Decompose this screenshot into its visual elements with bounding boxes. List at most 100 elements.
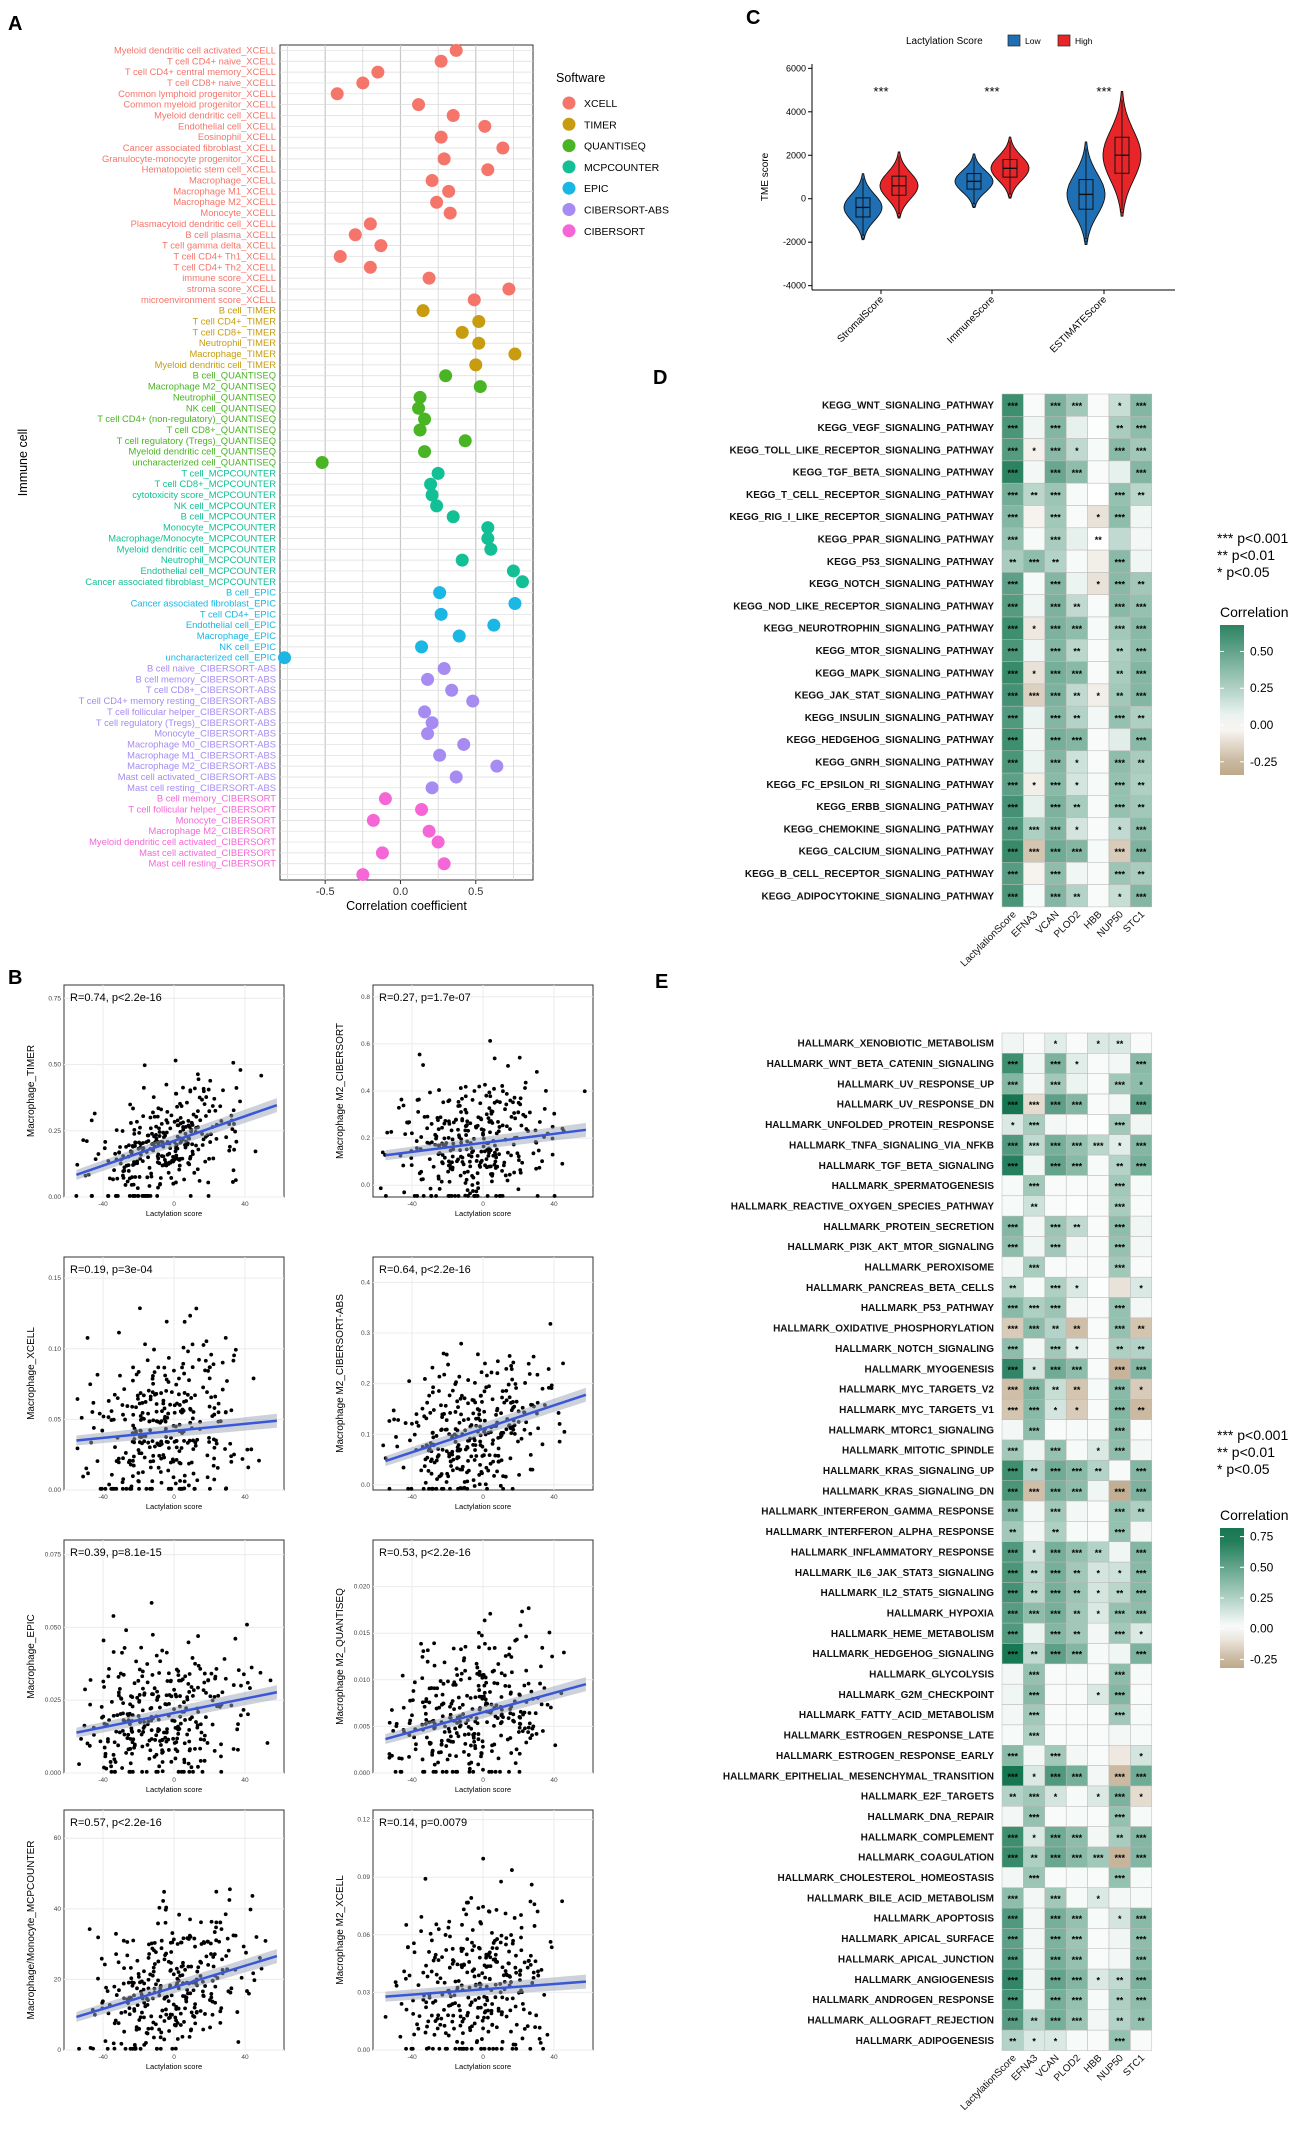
data-point [515, 1151, 520, 1156]
x-tick-label: 0 [481, 1494, 485, 1501]
data-point [425, 1126, 430, 1131]
data-point [466, 1732, 471, 1737]
data-point [106, 1737, 110, 1741]
data-point [127, 2012, 132, 2017]
data-point [128, 1966, 133, 1970]
point [412, 401, 426, 415]
data-point [128, 1761, 133, 1766]
data-point [464, 1900, 469, 1905]
data-point [187, 1933, 192, 1938]
data-point [426, 1469, 431, 1473]
row-label: HALLMARK_MTORC1_SIGNALING [829, 1425, 995, 1436]
data-point [456, 1405, 460, 1410]
data-point [136, 1974, 141, 1979]
point [278, 651, 292, 665]
data-point [191, 1447, 196, 1452]
data-point [118, 1712, 123, 1716]
data-point [440, 1447, 445, 1452]
y-axis-label: Immune cell [16, 429, 30, 496]
data-point [149, 1600, 154, 1605]
data-point [126, 1747, 131, 1752]
data-point [432, 1663, 437, 1668]
panel-label-b: B [8, 967, 22, 989]
data-point [489, 1111, 494, 1116]
data-point [163, 1373, 168, 1378]
data-point [193, 1944, 197, 1949]
data-point [150, 1692, 155, 1697]
data-point [459, 1412, 463, 1417]
cell-significance: *** [1007, 1100, 1018, 1110]
data-point [498, 1769, 502, 1774]
data-point [126, 1980, 131, 1985]
data-point [160, 1750, 165, 1755]
cell-significance: * [1032, 669, 1036, 679]
y-tick-label: Macrophage M2_CIBERSORT [149, 825, 277, 836]
data-point [201, 1993, 206, 1998]
data-point [457, 2046, 462, 2051]
row-label: KEGG_MTOR_SIGNALING_PATHWAY [815, 646, 994, 657]
row-label: HALLMARK_NOTCH_SIGNALING [835, 1344, 994, 1355]
data-point [188, 2028, 193, 2033]
heatmap-cell [1044, 1806, 1067, 1827]
point [437, 662, 451, 676]
heatmap-cell [1065, 1073, 1088, 1095]
data-point [192, 1170, 197, 1175]
data-point [170, 1457, 175, 1462]
data-point [164, 1905, 169, 1910]
data-point [193, 1747, 197, 1751]
cell-significance: *** [1007, 602, 1018, 612]
cell-significance: *** [1029, 1731, 1040, 1741]
cell-significance: *** [1072, 847, 1083, 857]
data-point [214, 1441, 219, 1446]
heatmap-cell [1087, 1073, 1110, 1095]
data-point [161, 1453, 166, 1457]
data-point [406, 1120, 411, 1125]
data-point [135, 1186, 140, 1191]
row-label: HALLMARK_REACTIVE_OXYGEN_SPECIES_PATHWAY [731, 1201, 995, 1212]
row-label: HALLMARK_MYC_TARGETS_V1 [839, 1405, 994, 1416]
data-point [212, 1695, 217, 1699]
cell-significance: *** [1007, 1772, 1018, 1782]
data-point [465, 1693, 469, 1698]
data-point [441, 1100, 446, 1105]
cell-significance: * [1075, 1283, 1079, 1293]
data-point [116, 1743, 121, 1748]
heatmap-cell [1087, 1236, 1110, 1258]
correlation-stat: R=0.53, p<2.2e-16 [379, 1547, 471, 1559]
data-point [213, 1676, 218, 1681]
y-tick-label: 0.4 [361, 1088, 370, 1095]
data-point [125, 1940, 130, 1944]
data-point [182, 1391, 187, 1395]
significance-mark: *** [1096, 84, 1111, 99]
point [433, 748, 447, 762]
data-point [519, 1948, 524, 1953]
data-point [420, 1406, 425, 1411]
heatmap-cell [1108, 460, 1131, 484]
data-point [202, 1758, 207, 1763]
data-point [134, 1405, 138, 1410]
data-point [461, 2031, 465, 2036]
point [421, 727, 435, 741]
data-point [164, 1118, 169, 1122]
regression-line [76, 1691, 278, 1734]
data-point [207, 1486, 212, 1491]
heatmap-cell [1130, 1297, 1153, 1319]
data-point [488, 1094, 493, 1099]
data-point [172, 1719, 177, 1723]
data-point [151, 1381, 156, 1386]
cell-significance: *** [1007, 535, 1018, 545]
cell-significance: ** [1031, 1853, 1039, 1863]
heatmap-cell [1044, 1683, 1067, 1705]
data-point [539, 1702, 544, 1707]
data-point [537, 2037, 542, 2041]
cell-significance: *** [1007, 446, 1018, 456]
row-label: KEGG_WNT_SIGNALING_PATHWAY [822, 401, 994, 412]
data-point [504, 1936, 509, 1941]
cell-significance: *** [1029, 1324, 1040, 1334]
heatmap-cell [1087, 1195, 1110, 1217]
data-point [130, 1439, 135, 1444]
data-point [451, 1457, 456, 1462]
data-point [469, 1454, 474, 1459]
data-point [187, 1739, 192, 1744]
x-axis-label: Lactylation score [455, 2062, 511, 2071]
